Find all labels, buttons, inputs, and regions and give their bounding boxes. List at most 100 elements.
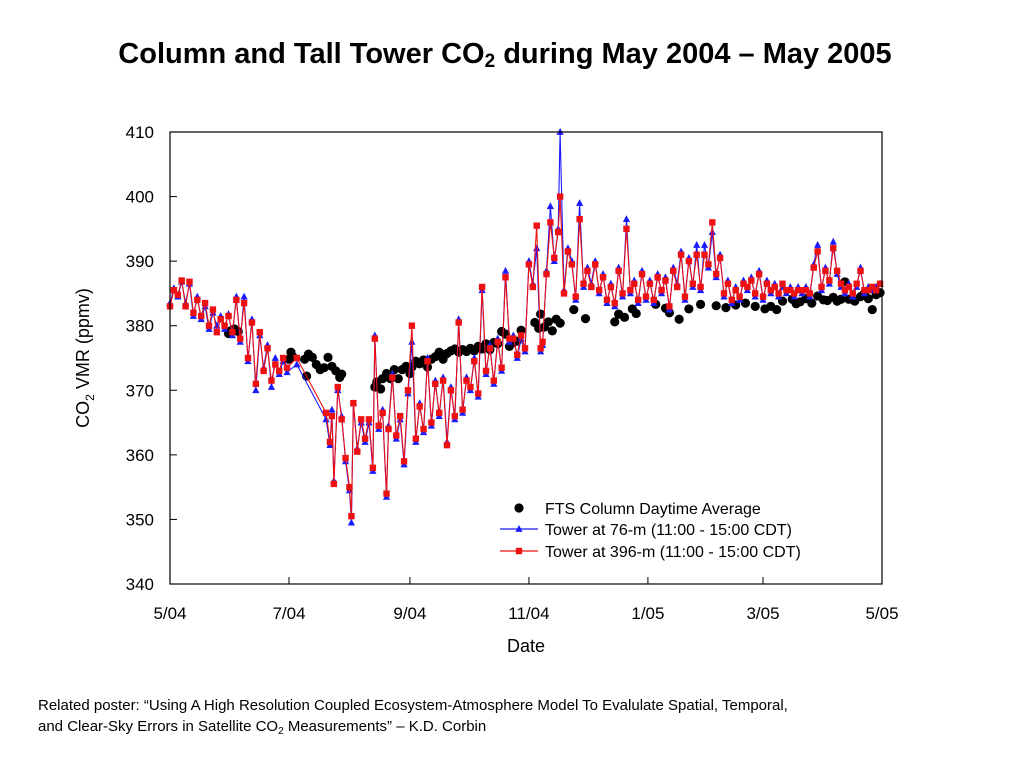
data-point-square <box>240 299 248 307</box>
data-point-circle <box>543 317 554 327</box>
x-axis-label: Date <box>507 636 545 656</box>
data-point-triangle <box>267 383 276 390</box>
data-point-square <box>217 316 224 323</box>
data-point-square <box>272 361 279 368</box>
data-point-square <box>369 464 377 471</box>
data-point-square <box>194 296 201 304</box>
legend: FTS Column Daytime Average Tower at 76-m … <box>500 501 801 561</box>
data-point-square <box>379 409 386 417</box>
data-point-circle <box>750 301 760 311</box>
data-point-square <box>607 283 615 291</box>
data-point-square <box>619 290 626 297</box>
data-point-square <box>447 387 455 394</box>
data-point-circle <box>867 304 877 315</box>
y-tick-label: 380 <box>126 317 154 336</box>
data-point-square <box>178 277 185 284</box>
data-point-circle <box>807 298 817 308</box>
data-point-square <box>533 222 540 229</box>
legend-entry-circle: FTS Column Daytime Average <box>514 501 761 518</box>
data-point-square <box>697 283 704 291</box>
data-point-square <box>237 335 244 342</box>
data-point-square <box>689 280 696 287</box>
data-point-square <box>443 441 451 449</box>
data-point-circle <box>836 294 846 304</box>
data-point-square <box>783 287 790 294</box>
data-point-square <box>556 193 564 200</box>
y-tick-label: 400 <box>126 188 154 207</box>
data-point-square <box>330 480 338 488</box>
x-tick-label: 5/05 <box>865 604 898 623</box>
data-point-circle <box>619 312 630 322</box>
data-point-square <box>740 280 747 287</box>
data-point-square <box>326 438 334 446</box>
data-point-square <box>802 287 810 294</box>
data-point-square <box>482 367 490 375</box>
legend-marker-triangle <box>515 525 523 532</box>
data-point-square <box>771 283 778 291</box>
plot-frame <box>169 131 883 585</box>
footnote-line-1: Related poster: “Using A High Resolution… <box>38 697 788 714</box>
data-point-square <box>662 277 669 284</box>
data-point-square <box>213 328 221 336</box>
data-point-square <box>833 267 841 275</box>
y-axis-label-text: CO <box>73 401 93 428</box>
data-point-square <box>342 454 349 462</box>
data-point-triangle <box>322 415 330 423</box>
data-point-square <box>744 283 751 291</box>
data-point-square <box>759 293 767 300</box>
data-point-square <box>412 435 419 442</box>
data-point-triangle <box>293 360 301 368</box>
data-point-square <box>435 409 443 417</box>
data-point-circle <box>695 299 706 310</box>
data-point-square <box>611 299 618 307</box>
data-point-square <box>861 287 868 294</box>
data-point-square <box>705 261 712 268</box>
data-point-triangle <box>829 237 837 245</box>
x-tick-label: 7/04 <box>272 604 305 623</box>
data-point-square <box>775 290 782 297</box>
data-point-square <box>283 364 291 371</box>
data-point-square <box>814 248 821 255</box>
data-point-square <box>736 293 743 300</box>
data-point-square <box>716 254 724 262</box>
series-circle <box>223 277 885 394</box>
data-point-square <box>424 358 431 365</box>
data-point-square <box>525 261 533 268</box>
data-point-square <box>451 412 458 420</box>
data-point-square <box>229 328 236 336</box>
data-point-square <box>580 280 587 287</box>
legend-entry-triangle: Tower at 76-m (11:00 - 15:00 CDT) <box>500 522 792 539</box>
data-point-square <box>354 448 361 455</box>
data-point-square <box>348 513 355 520</box>
data-point-triangle <box>693 241 701 248</box>
data-point-triangle <box>814 241 822 248</box>
data-point-circle <box>711 301 721 311</box>
data-point-square <box>627 287 634 294</box>
x-tick-label: 3/05 <box>746 604 779 623</box>
data-point-square <box>724 280 732 287</box>
data-point-circle <box>307 352 317 362</box>
data-point-square <box>709 219 716 226</box>
data-point-square <box>428 419 435 426</box>
data-point-square <box>471 358 478 365</box>
data-point-square <box>396 412 404 420</box>
y-tick-label: 350 <box>126 510 154 529</box>
data-point-square <box>677 251 685 258</box>
data-point-square <box>467 383 474 391</box>
data-point-circle <box>772 304 782 315</box>
x-tick-label: 1/05 <box>631 604 664 623</box>
data-point-square <box>244 354 252 362</box>
data-point-circle <box>740 298 751 308</box>
data-point-square <box>375 422 382 429</box>
data-point-square <box>322 409 330 417</box>
data-point-square <box>748 277 755 284</box>
footnote-line-2: and Clear-Sky Errors in Satellite CO2 Me… <box>38 716 978 737</box>
data-point-square <box>494 338 501 346</box>
data-point-square <box>794 287 802 294</box>
data-point-square <box>701 251 708 258</box>
data-point-square <box>408 322 416 329</box>
data-point-circle <box>721 303 731 313</box>
data-point-square <box>837 280 845 287</box>
data-point-square <box>225 312 232 320</box>
data-point-square <box>478 283 486 291</box>
